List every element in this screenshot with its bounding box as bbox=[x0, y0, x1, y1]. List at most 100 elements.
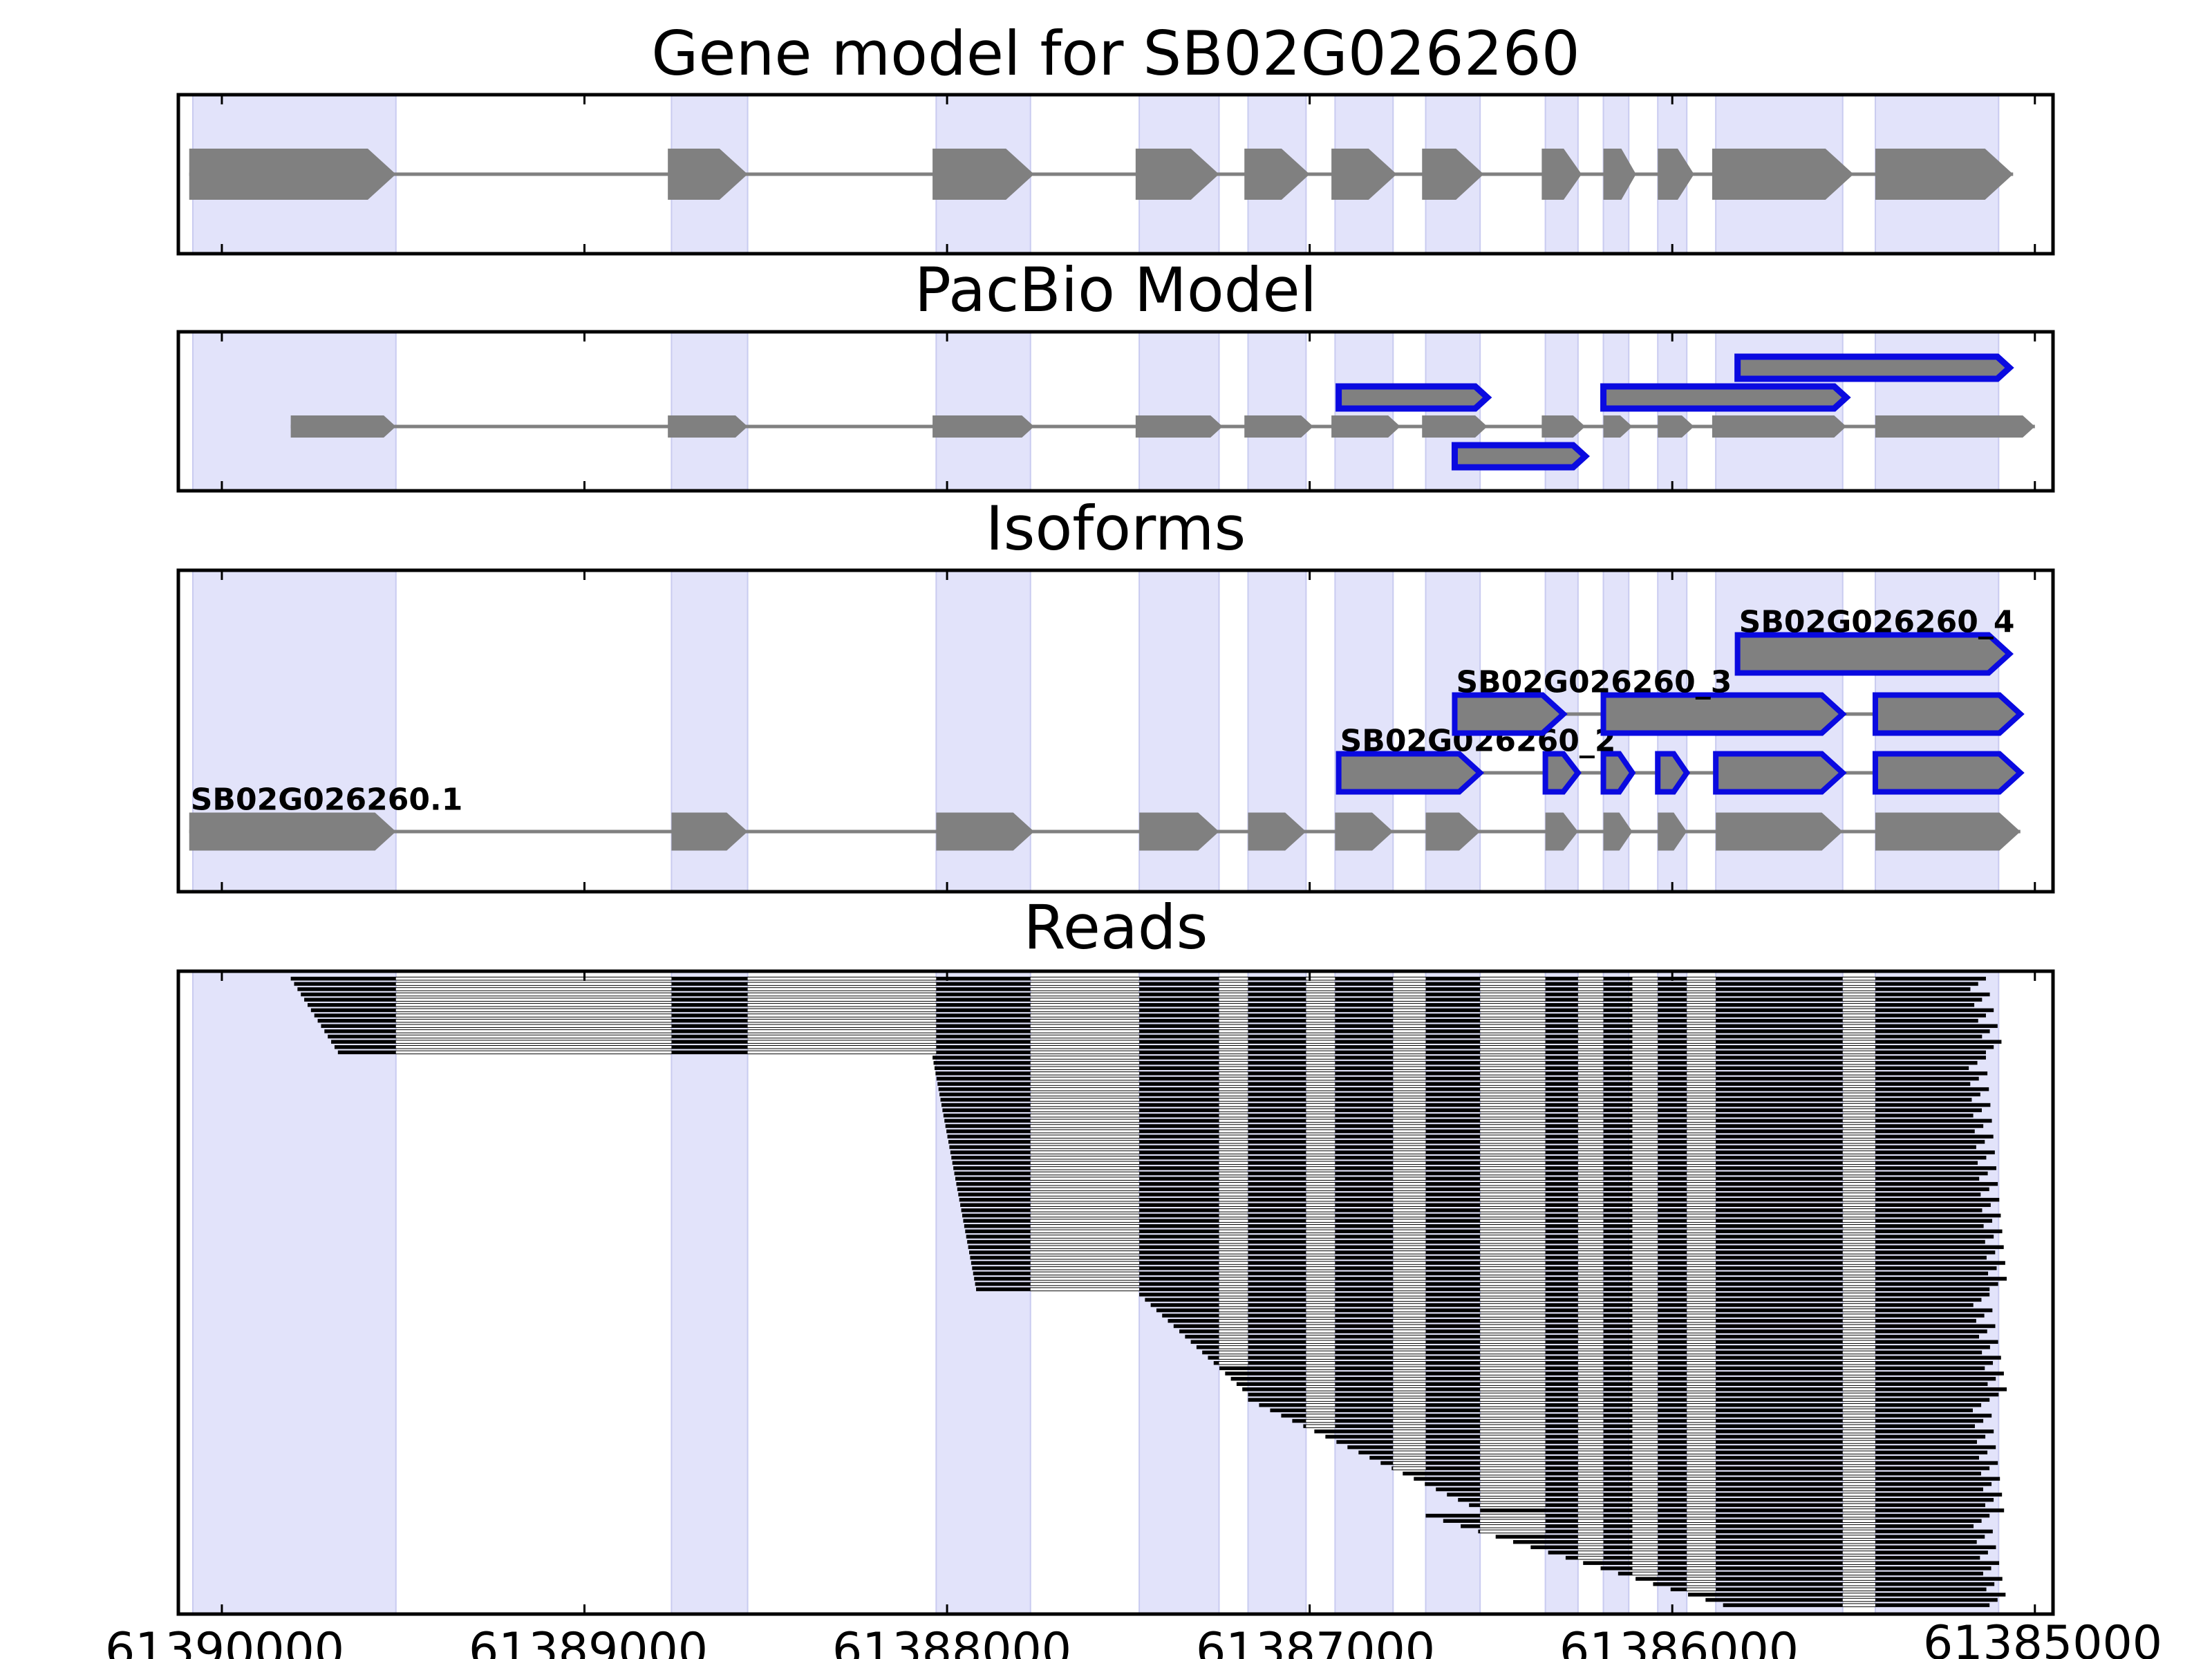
read-gap bbox=[1030, 1087, 1140, 1091]
read-gap bbox=[1480, 1320, 1546, 1322]
read-gap bbox=[1577, 1130, 1604, 1133]
read-bar bbox=[967, 1239, 1985, 1244]
read-gap bbox=[1687, 1019, 1716, 1022]
read-gap bbox=[1306, 1087, 1335, 1091]
read-gap bbox=[1842, 1087, 1875, 1091]
read-gap bbox=[1480, 1040, 1546, 1043]
read-gap bbox=[747, 988, 937, 991]
read-gap bbox=[1393, 1061, 1426, 1065]
read-bar bbox=[1162, 1313, 1985, 1318]
read-gap bbox=[1393, 1461, 1426, 1465]
read-gap bbox=[1306, 1282, 1335, 1286]
exon bbox=[1422, 149, 1484, 200]
read-gap bbox=[1687, 1246, 1716, 1248]
read-gap bbox=[1632, 1067, 1658, 1069]
read-bar bbox=[950, 1150, 1995, 1154]
read-gap bbox=[1842, 1151, 1875, 1154]
exon-region-shade bbox=[671, 332, 749, 491]
read-gap bbox=[1632, 1230, 1658, 1233]
read-bar bbox=[331, 1040, 2002, 1044]
read-gap bbox=[1687, 1525, 1716, 1528]
read-gap bbox=[1219, 1145, 1248, 1149]
read-gap bbox=[1393, 1219, 1426, 1222]
read-gap bbox=[1480, 977, 1546, 980]
read-gap bbox=[1306, 1351, 1335, 1354]
read-gap bbox=[1577, 1209, 1604, 1212]
read-gap bbox=[1306, 1235, 1335, 1238]
read-gap bbox=[1632, 1556, 1658, 1559]
read-gap bbox=[1393, 1240, 1426, 1244]
read-gap bbox=[1030, 1103, 1140, 1107]
read-gap bbox=[1842, 1198, 1875, 1201]
read-gap bbox=[1577, 1330, 1604, 1333]
read-gap bbox=[1577, 1499, 1604, 1501]
read-gap bbox=[1480, 1051, 1546, 1054]
read-gap bbox=[1577, 1119, 1604, 1123]
read-bar bbox=[970, 1255, 1987, 1260]
read-gap bbox=[1842, 1577, 1875, 1580]
exon bbox=[1135, 415, 1223, 438]
read-bar bbox=[960, 1203, 1991, 1208]
read-gap bbox=[1393, 1251, 1426, 1254]
read-gap bbox=[1480, 1262, 1546, 1264]
novel-exon bbox=[1542, 751, 1582, 795]
read-gap bbox=[1632, 1046, 1658, 1049]
read-bar bbox=[1139, 1293, 1990, 1297]
read-gap bbox=[1687, 1499, 1716, 1501]
read-gap bbox=[1632, 1251, 1658, 1254]
read-gap bbox=[1842, 1240, 1875, 1244]
read-gap bbox=[1577, 1445, 1604, 1449]
read-gap bbox=[1393, 1382, 1426, 1385]
read-gap bbox=[1480, 1335, 1546, 1338]
read-gap bbox=[1842, 1519, 1875, 1523]
exon bbox=[1658, 149, 1694, 200]
read-gap bbox=[1393, 1266, 1426, 1270]
read-gap bbox=[1842, 1340, 1875, 1344]
read-gap bbox=[1687, 1324, 1716, 1328]
read-gap bbox=[1842, 1109, 1875, 1112]
read-gap bbox=[1393, 1183, 1426, 1185]
read-bar bbox=[1513, 1539, 1977, 1544]
read-gap bbox=[1306, 1035, 1335, 1038]
read-gap bbox=[1577, 1235, 1604, 1238]
read-gap bbox=[1687, 1061, 1716, 1065]
read-gap bbox=[1577, 1151, 1604, 1154]
read-gap bbox=[1577, 1135, 1604, 1138]
novel-exon bbox=[1600, 692, 1847, 736]
read-gap bbox=[1393, 1403, 1426, 1407]
read-gap bbox=[1306, 1256, 1335, 1259]
read-gap bbox=[1577, 1519, 1604, 1523]
read-gap bbox=[1306, 1145, 1335, 1149]
read-gap bbox=[1842, 1483, 1875, 1485]
read-gap bbox=[1577, 1030, 1604, 1033]
read-gap bbox=[1577, 1503, 1604, 1507]
read-gap bbox=[1577, 1535, 1604, 1538]
read-gap bbox=[1842, 1461, 1875, 1465]
read-bar bbox=[1248, 1392, 1999, 1397]
read-gap bbox=[1480, 1141, 1546, 1143]
read-gap bbox=[1842, 1082, 1875, 1085]
read-gap bbox=[1480, 1414, 1546, 1417]
read-gap bbox=[1687, 1125, 1716, 1127]
exon bbox=[1248, 812, 1306, 851]
read-gap bbox=[1219, 1161, 1248, 1165]
read-gap bbox=[1842, 1377, 1875, 1380]
exon bbox=[1422, 415, 1488, 438]
read-gap bbox=[1219, 1320, 1248, 1322]
read-bar bbox=[958, 1192, 1981, 1197]
read-gap bbox=[1219, 1109, 1248, 1112]
read-gap bbox=[1842, 1346, 1875, 1349]
read-gap bbox=[1632, 1314, 1658, 1317]
read-gap bbox=[1632, 1477, 1658, 1481]
read-gap bbox=[1219, 1272, 1248, 1275]
read-gap bbox=[1306, 1419, 1335, 1423]
read-gap bbox=[1842, 1351, 1875, 1354]
read-gap bbox=[1632, 1304, 1658, 1306]
read-gap bbox=[1687, 988, 1716, 991]
read-bar bbox=[1458, 1498, 1994, 1502]
read-gap bbox=[1842, 1598, 1875, 1602]
read-gap bbox=[1842, 1293, 1875, 1296]
read-gap bbox=[1687, 1214, 1716, 1217]
read-gap bbox=[1632, 1298, 1658, 1302]
read-gap bbox=[1393, 1367, 1426, 1370]
